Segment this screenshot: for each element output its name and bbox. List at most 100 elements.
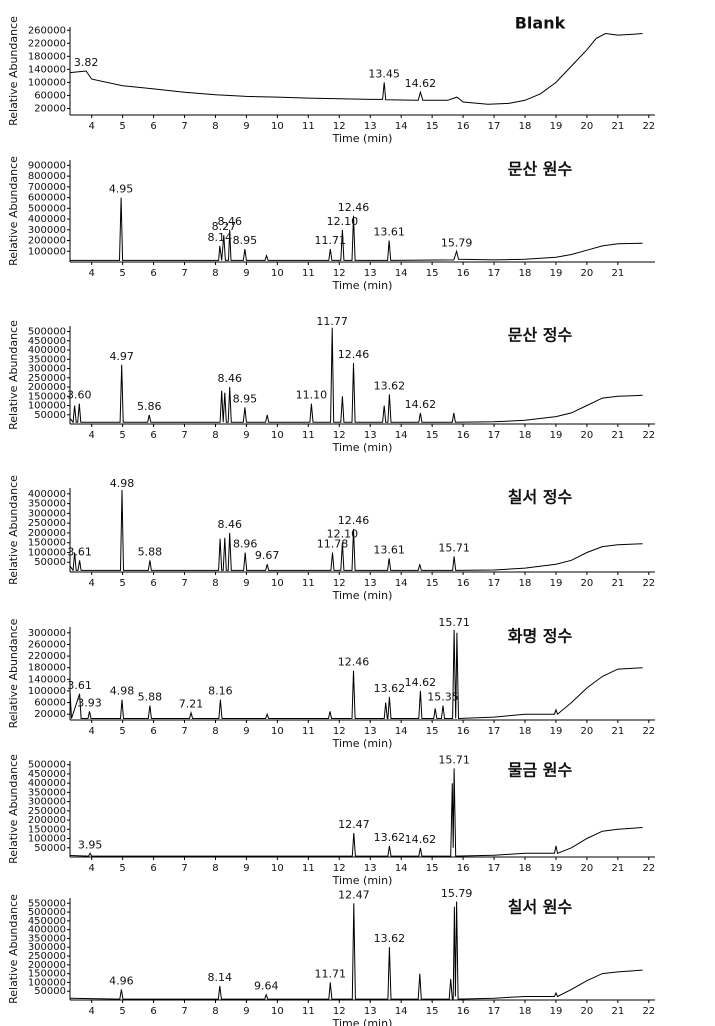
peak-label: 13.62: [374, 379, 406, 392]
x-tick-label: 10: [271, 726, 284, 737]
y-axis-label: Relative Abundance: [7, 320, 20, 430]
peak-label: 3.82: [74, 56, 99, 69]
panel-title: 문산 정수: [508, 326, 573, 345]
y-tick-label: 100000: [28, 401, 66, 412]
y-tick-label: 50000: [34, 843, 66, 854]
peak-label: 13.61: [373, 543, 405, 556]
x-axis-label: Time (min): [332, 737, 393, 750]
peak-label: 11.10: [296, 389, 328, 402]
x-tick-label: 9: [243, 578, 249, 589]
x-tick-label: 18: [519, 863, 532, 874]
y-axis-label: Relative Abundance: [7, 475, 20, 585]
x-tick-label: 14: [395, 726, 408, 737]
peak-label: 8.46: [217, 372, 242, 385]
y-tick-label: 500000: [28, 760, 66, 771]
y-tick-label: 300000: [28, 508, 66, 519]
x-tick-label: 12: [333, 1006, 346, 1017]
x-tick-label: 21: [611, 268, 624, 279]
x-tick-label: 11: [302, 726, 315, 737]
y-tick-label: 400000: [28, 778, 66, 789]
x-tick-label: 19: [550, 863, 563, 874]
y-tick-label: 220000: [28, 38, 66, 49]
x-tick-label: 8: [212, 1006, 218, 1017]
y-tick-label: 500000: [28, 907, 66, 918]
x-tick-label: 11: [302, 430, 315, 441]
peak-label: 4.95: [109, 183, 134, 196]
y-tick-label: 50000: [34, 986, 66, 997]
peak-label: 3.61: [67, 679, 92, 692]
x-tick-label: 17: [488, 121, 501, 132]
peak-label: 3.95: [78, 838, 103, 851]
y-tick-label: 350000: [28, 354, 66, 365]
peak-label: 9.67: [255, 549, 280, 562]
x-tick-label: 17: [488, 578, 501, 589]
y-tick-label: 20000: [34, 103, 66, 114]
y-axis-label: Relative Abundance: [7, 618, 20, 728]
x-tick-label: 10: [271, 1006, 284, 1017]
y-tick-label: 900000: [28, 160, 66, 171]
x-tick-label: 14: [395, 121, 408, 132]
y-tick-label: 260000: [28, 639, 66, 650]
y-tick-label: 200000: [28, 960, 66, 971]
peak-label: 15.79: [441, 887, 473, 900]
x-tick-label: 18: [519, 121, 532, 132]
x-tick-label: 12: [333, 268, 346, 279]
peak-label: 3.61: [67, 545, 92, 558]
trace: [69, 489, 643, 572]
x-tick-label: 14: [395, 1006, 408, 1017]
x-tick-label: 13: [364, 863, 377, 874]
x-tick-label: 7: [181, 863, 187, 874]
y-tick-label: 500000: [28, 203, 66, 214]
x-tick-label: 16: [457, 121, 470, 132]
peak-label: 11.71: [315, 967, 347, 980]
x-tick-label: 10: [271, 121, 284, 132]
x-tick-label: 15: [426, 578, 439, 589]
y-tick-label: 300000: [28, 628, 66, 639]
x-tick-label: 12: [333, 863, 346, 874]
trace: [69, 32, 643, 105]
y-tick-label: 140000: [28, 674, 66, 685]
x-tick-label: 22: [642, 726, 655, 737]
x-tick-label: 11: [302, 578, 315, 589]
x-tick-label: 20: [581, 578, 594, 589]
y-tick-label: 50000: [34, 410, 66, 421]
x-tick-label: 18: [519, 578, 532, 589]
y-tick-label: 100000: [28, 77, 66, 88]
x-tick-label: 17: [488, 863, 501, 874]
x-tick-label: 8: [212, 578, 218, 589]
trace: [70, 197, 643, 261]
x-axis-label: Time (min): [332, 874, 393, 887]
peak-label: 3.93: [77, 696, 102, 709]
y-tick-label: 180000: [28, 663, 66, 674]
x-tick-label: 12: [333, 430, 346, 441]
x-tick-label: 14: [395, 578, 408, 589]
y-tick-label: 250000: [28, 951, 66, 962]
peak-label: 13.62: [374, 682, 406, 695]
x-tick-label: 20: [581, 1006, 594, 1017]
peak-label: 12.46: [338, 348, 370, 361]
y-tick-label: 150000: [28, 538, 66, 549]
y-tick-label: 300000: [28, 797, 66, 808]
y-tick-label: 150000: [28, 824, 66, 835]
x-tick-label: 9: [243, 726, 249, 737]
panel-title: 문산 원수: [508, 160, 573, 179]
x-tick-label: 4: [88, 1006, 94, 1017]
x-tick-label: 19: [550, 268, 563, 279]
x-tick-label: 4: [88, 430, 94, 441]
peak-label: 13.61: [373, 226, 405, 239]
peak-label: 8.95: [233, 234, 258, 247]
x-tick-label: 17: [488, 430, 501, 441]
x-tick-label: 14: [395, 863, 408, 874]
x-tick-label: 22: [642, 578, 655, 589]
y-tick-label: 100000: [28, 547, 66, 558]
y-tick-label: 180000: [28, 51, 66, 62]
x-tick-label: 6: [150, 268, 156, 279]
x-tick-label: 21: [611, 430, 624, 441]
peak-label: 9.64: [254, 980, 279, 993]
x-tick-label: 4: [88, 121, 94, 132]
y-axis-label: Relative Abundance: [7, 894, 20, 1004]
peak-label: 8.46: [217, 215, 242, 228]
x-tick-label: 13: [364, 121, 377, 132]
y-tick-label: 400000: [28, 214, 66, 225]
x-tick-label: 21: [611, 863, 624, 874]
